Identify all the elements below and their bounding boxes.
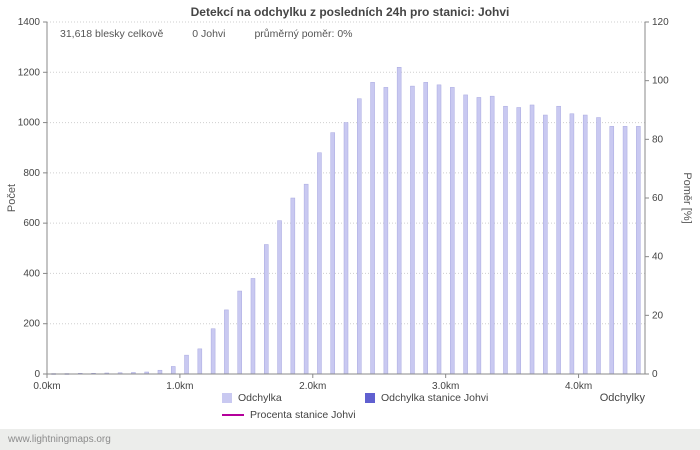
deviation-bar	[609, 126, 615, 375]
deviation-bar	[224, 309, 229, 375]
deviation-bar	[184, 354, 189, 375]
x-tick-label: 3.0km	[432, 381, 459, 392]
deviation-bar	[556, 105, 561, 375]
y-right-tick-label: 80	[652, 134, 664, 145]
deviation-bar	[636, 126, 641, 375]
deviation-bar	[330, 132, 335, 375]
legend-line-swatch	[222, 414, 244, 416]
legend-item-0: Odchylka	[222, 392, 365, 404]
y-right-tick-label: 100	[652, 76, 669, 87]
deviation-bar	[423, 82, 428, 375]
deviation-bar	[170, 366, 176, 375]
deviation-bar	[476, 97, 482, 375]
deviation-bar	[489, 95, 495, 375]
deviation-bar	[357, 98, 362, 375]
deviation-bar	[582, 114, 588, 375]
deviation-bar	[410, 85, 415, 375]
stat-total-flashes: 31,618 blesky celkově	[60, 28, 164, 40]
y-left-tick-label: 1200	[18, 67, 41, 78]
deviation-bar	[317, 152, 322, 375]
x-tick-label: 0.0km	[33, 381, 60, 392]
chart-legend: Odchylka Odchylka stanice Johvi Procenta s…	[222, 392, 488, 421]
deviation-bar	[370, 82, 375, 375]
deviation-bar	[210, 328, 216, 375]
deviation-bar	[250, 278, 256, 375]
y-left-tick-label: 1000	[18, 118, 41, 129]
legend-square-swatch	[222, 393, 232, 403]
chart-plot: 0 200 400 600 800 1000 1200 1400 0 20 40 60 80 100 120…	[18, 17, 669, 392]
y-left-tick-label: 400	[23, 268, 40, 279]
y-right-tick-label: 20	[652, 310, 664, 321]
deviation-bar	[529, 104, 535, 375]
deviation-bar	[569, 113, 575, 375]
deviation-bar	[596, 117, 601, 375]
deviation-bar	[290, 197, 296, 375]
legend-label: Procenta stanice Johvi	[250, 409, 356, 421]
deviation-bar	[543, 114, 548, 375]
deviation-bar	[516, 107, 522, 375]
deviation-bar	[622, 126, 628, 375]
legend-square-swatch	[365, 393, 375, 403]
deviation-bar	[463, 94, 468, 375]
footer-bar: www.lightningmaps.org	[0, 429, 700, 450]
legend-label: Odchylka stanice Johvi	[381, 392, 489, 404]
deviation-bar	[157, 369, 163, 375]
y-left-tick-label: 1400	[18, 17, 41, 28]
deviation-bar	[383, 87, 389, 375]
y-right-tick-label: 0	[652, 369, 658, 380]
deviation-bar	[436, 84, 442, 375]
y-right-tick-label: 120	[652, 17, 669, 28]
x-tick-label: 2.0km	[299, 381, 326, 392]
y-right-tick-label: 60	[652, 193, 664, 204]
deviation-bar	[396, 67, 402, 375]
stat-average-ratio: průměrný poměr: 0%	[254, 28, 353, 40]
legend-item-2: Procenta stanice Johvi	[222, 409, 365, 421]
chart-title: Detekcí na odchylku z posledních 24h pro…	[190, 5, 510, 19]
deviation-bar	[264, 244, 269, 375]
legend-label: Odchylka	[238, 392, 282, 404]
deviation-bar	[343, 122, 349, 375]
watermark-text: www.lightningmaps.org	[8, 434, 111, 445]
y-left-tick-label: 600	[23, 218, 40, 229]
deviation-bar	[277, 220, 282, 375]
deviation-bar	[503, 105, 508, 375]
y-right-tick-label: 40	[652, 252, 664, 263]
deviation-bar	[237, 290, 242, 375]
chart-stats: 31,618 blesky celkově 0 Johvi průměrný p…	[60, 28, 379, 40]
deviation-bar	[303, 183, 309, 375]
y-left-tick-label: 800	[23, 168, 40, 179]
x-tick-label: 1.0km	[166, 381, 193, 392]
deviation-bar	[450, 87, 455, 375]
x-axis-label: Odchylky	[599, 392, 645, 404]
deviation-bar	[197, 348, 203, 375]
stat-station-count: 0 Johvi	[192, 28, 226, 40]
y-left-tick-label: 0	[34, 369, 40, 380]
legend-item-1: Odchylka stanice Johvi	[365, 392, 488, 404]
x-tick-label: 4.0km	[565, 381, 592, 392]
y-left-tick-label: 200	[23, 319, 40, 330]
